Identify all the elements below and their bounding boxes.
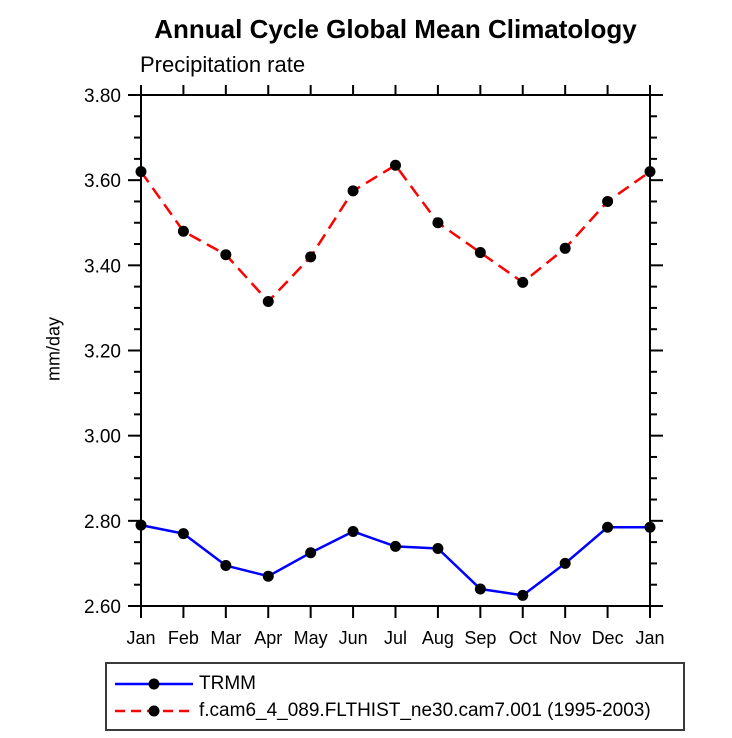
data-point-model <box>517 276 529 288</box>
y-tick-label: 2.60 <box>84 597 121 618</box>
x-tick-label: Feb <box>168 628 199 648</box>
trmm-sample-marker <box>148 678 160 689</box>
x-tick-label: Sep <box>464 628 496 648</box>
data-point-model <box>559 242 571 254</box>
series-line-model <box>139 164 651 303</box>
x-tick-label: May <box>294 628 328 648</box>
y-tick-label: 2.80 <box>84 512 121 533</box>
y-tick-label: 3.60 <box>84 171 121 192</box>
model-line-sample <box>115 705 193 716</box>
data-point-trmm <box>602 521 614 533</box>
y-tick-label: 3.00 <box>84 427 121 448</box>
x-tick-label: Nov <box>549 628 581 648</box>
data-point-trmm <box>177 528 189 540</box>
data-point-model <box>644 166 656 178</box>
y-tick-label: 3.40 <box>84 256 121 277</box>
data-point-trmm <box>559 557 571 569</box>
data-point-model <box>390 159 401 171</box>
data-point-trmm <box>644 521 656 533</box>
data-point-model <box>602 195 614 207</box>
data-point-model <box>177 225 189 237</box>
legend: TRMM f.cam6_4_089.FLTHIST_ne30.cam7.001 … <box>105 662 685 731</box>
x-tick-label: Jul <box>384 628 407 648</box>
data-point-model <box>220 249 232 261</box>
data-point-model <box>262 296 274 308</box>
y-tick-label: 3.80 <box>84 86 121 107</box>
data-point-trmm <box>347 525 359 537</box>
x-tick-label: Apr <box>254 628 282 648</box>
model-sample-marker <box>148 705 160 716</box>
legend-label-model: f.cam6_4_089.FLTHIST_ne30.cam7.001 (1995… <box>199 699 651 721</box>
data-point-trmm <box>262 570 274 582</box>
plot-frame <box>140 94 651 607</box>
series-line-trmm <box>140 523 650 597</box>
x-tick-label: Jun <box>339 628 368 648</box>
trmm-line-sample <box>115 678 193 689</box>
data-point-model <box>347 185 359 197</box>
x-tick-label: Oct <box>509 628 537 648</box>
data-point-trmm <box>390 540 401 552</box>
x-tick-label: Jan <box>635 628 664 648</box>
data-point-model <box>135 166 147 178</box>
x-tick-label: Mar <box>210 628 241 648</box>
legend-item-model: f.cam6_4_089.FLTHIST_ne30.cam7.001 (1995… <box>114 697 683 724</box>
data-point-model <box>474 247 486 259</box>
data-point-trmm <box>220 560 232 572</box>
data-point-trmm <box>305 547 317 559</box>
data-point-trmm <box>432 543 444 555</box>
data-point-trmm <box>474 583 486 595</box>
chart-title: Annual Cycle Global Mean Climatology <box>154 14 637 44</box>
chart-subtitle: Precipitation rate <box>140 52 306 77</box>
data-point-model <box>305 251 317 263</box>
y-tick-label: 3.20 <box>84 342 121 363</box>
legend-item-trmm: TRMM <box>114 670 683 697</box>
legend-label-trmm: TRMM <box>199 672 256 694</box>
x-tick-label: Dec <box>592 628 624 648</box>
data-point-trmm <box>135 519 147 531</box>
x-tick-label: Jan <box>126 628 155 648</box>
data-point-model <box>432 217 444 229</box>
x-tick-label: Aug <box>422 628 454 648</box>
data-point-trmm <box>517 589 529 601</box>
